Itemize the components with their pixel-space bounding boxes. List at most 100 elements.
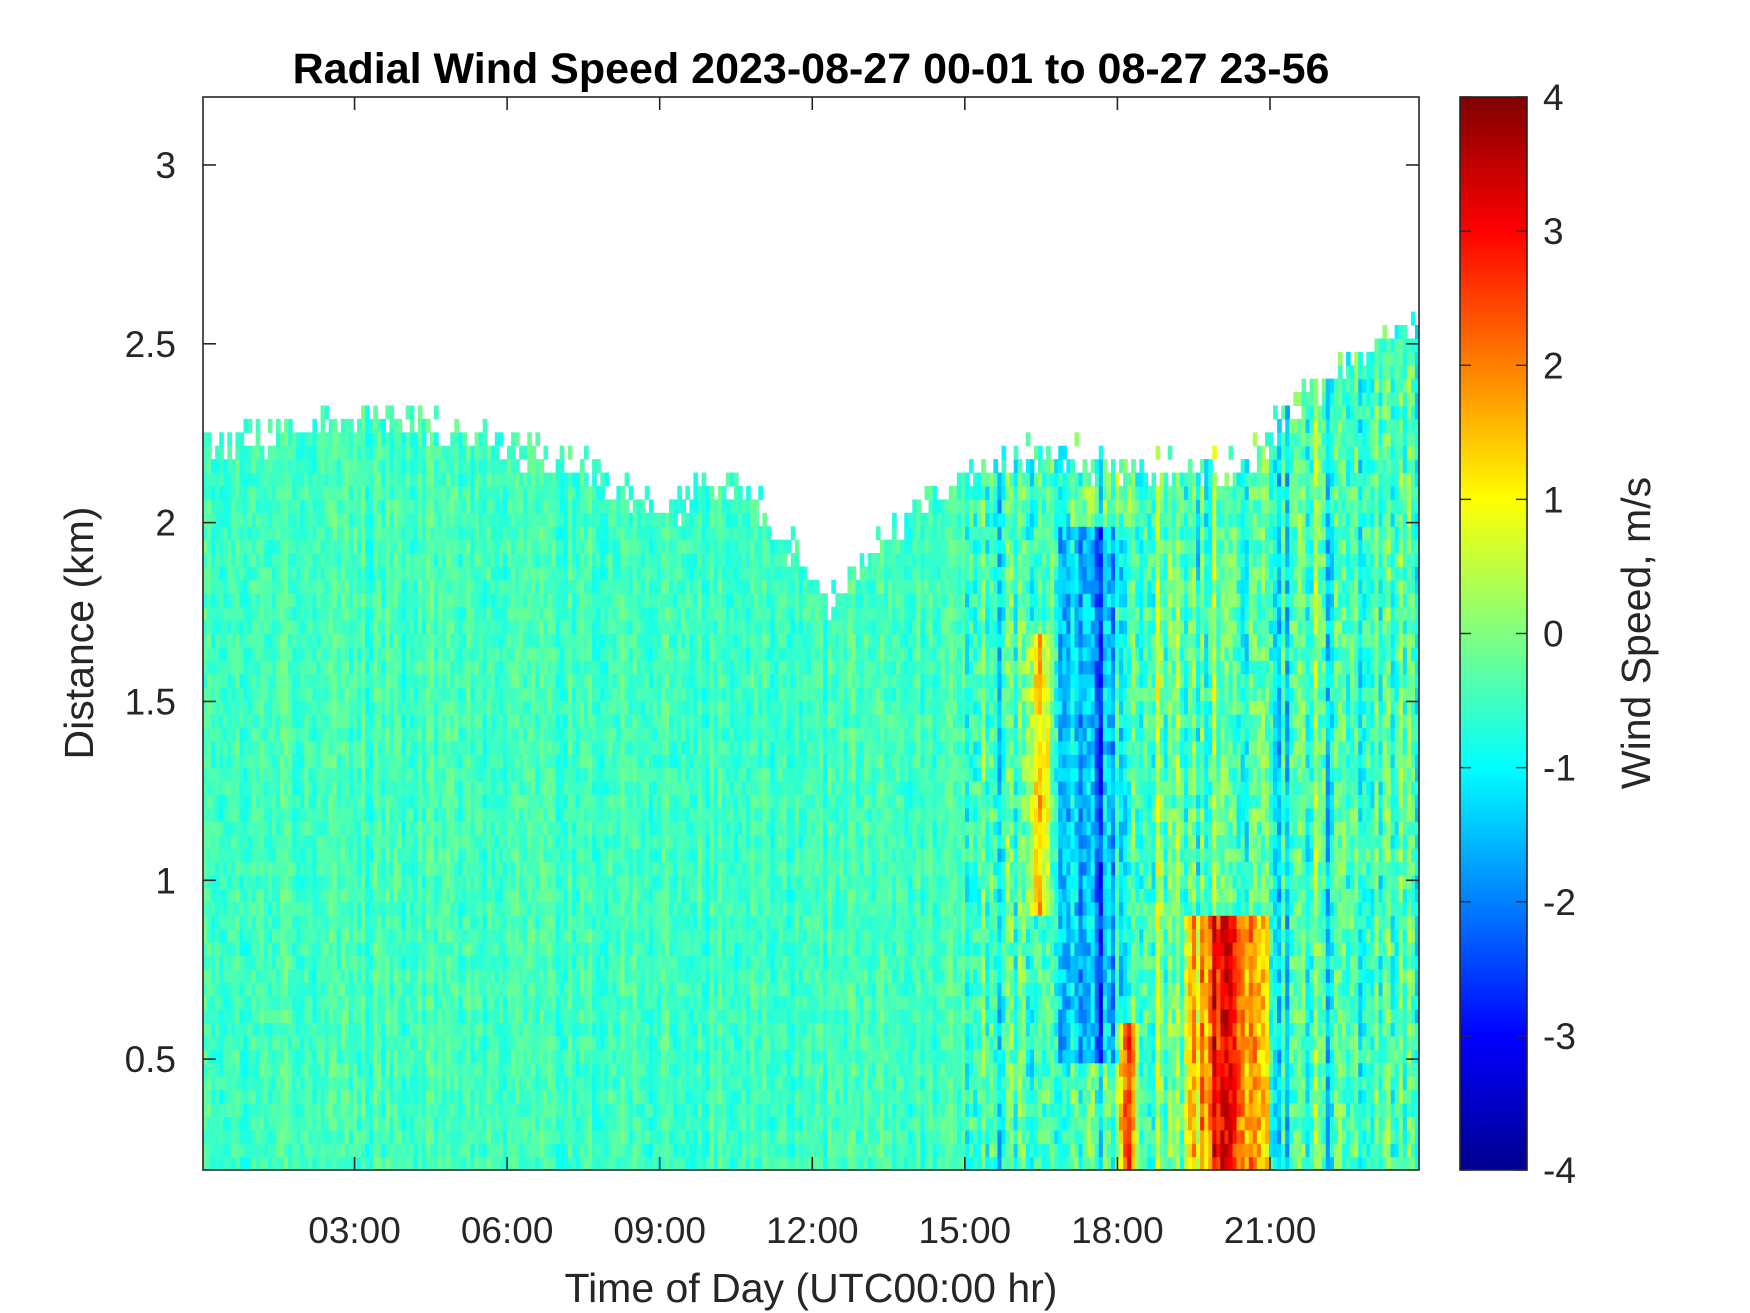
heatmap-cell [458,553,464,568]
heatmap-cell [324,539,330,554]
heatmap-cell [275,727,281,742]
heatmap-cell [425,579,431,594]
heatmap-cell [438,821,443,836]
heatmap-cell [340,539,346,554]
heatmap-cell [417,754,423,769]
heatmap-cell [543,673,549,688]
heatmap-cell [498,955,504,970]
heatmap-cell [563,1102,569,1117]
heatmap-cell [369,955,374,970]
heatmap-cell [450,499,455,514]
heatmap-cell [308,767,314,782]
heatmap-cell [498,807,504,822]
heatmap-cell [559,821,565,836]
heatmap-cell [511,633,516,648]
heatmap-cell [462,982,468,997]
heatmap-cell [316,941,322,956]
heatmap-cell [434,539,439,554]
heatmap-cell [519,1116,524,1131]
heatmap-cell [348,848,354,863]
heatmap-cell [417,955,423,970]
heatmap-cell [377,660,382,675]
heatmap-cell [239,781,245,796]
heatmap-cell [324,1116,330,1131]
heatmap-cell [474,781,480,796]
heatmap-cell [275,982,281,997]
heatmap-cell [389,646,395,661]
heatmap-cell [466,1022,472,1037]
heatmap-cell [239,526,245,541]
heatmap-cell [450,673,455,688]
heatmap-cell [539,941,545,956]
heatmap-cell [470,1009,476,1024]
heatmap-cell [271,807,277,822]
heatmap-cell [361,512,366,527]
heatmap-cell [567,673,573,688]
heatmap-cell [543,901,549,916]
heatmap-cell [434,593,439,608]
heatmap-cell [231,1116,237,1131]
heatmap-cell [267,874,273,889]
heatmap-cell [539,1089,545,1104]
heatmap-cell [498,579,504,594]
heatmap-cell [507,646,512,661]
heatmap-cell [567,1035,573,1050]
heatmap-cell [369,1156,374,1170]
heatmap-cell [523,794,528,809]
heatmap-cell [369,687,374,702]
heatmap-cell [332,848,338,863]
heatmap-cell [361,459,366,474]
heatmap-cell [324,1143,330,1158]
heatmap-cell [409,553,415,568]
heatmap-cell [324,606,330,621]
heatmap-cell [296,673,301,688]
heatmap-cell [409,821,415,836]
heatmap-cell [462,1102,468,1117]
heatmap-cell [348,1076,354,1091]
heatmap-cell [543,512,549,527]
heatmap-cell [502,673,508,688]
heatmap-cell [385,807,391,822]
heatmap-cell [543,700,549,715]
heatmap-cell [312,1089,318,1104]
heatmap-cell [466,553,472,568]
heatmap-cell [413,1102,419,1117]
heatmap-cell [243,553,249,568]
heatmap-cell [235,874,241,889]
heatmap-cell [478,1129,484,1144]
heatmap-cell [511,566,516,581]
heatmap-cell [450,915,455,930]
heatmap-cell [373,418,378,433]
heatmap-cell [320,1089,326,1104]
heatmap-cell [454,781,459,796]
heatmap-cell [211,995,216,1010]
heatmap-cell [401,794,407,809]
heatmap-cell [531,1156,536,1170]
heatmap-cell [377,861,382,876]
heatmap-cell [308,1022,314,1037]
heatmap-cell [470,713,476,728]
heatmap-cell [357,1102,362,1117]
heatmap-cell [381,874,386,889]
heatmap-cell [466,1009,472,1024]
heatmap-cell [405,955,411,970]
heatmap-cell [458,432,464,447]
heatmap-cell [381,472,386,487]
heatmap-cell [377,687,382,702]
heatmap-cell [450,646,455,661]
heatmap-cell [280,593,285,608]
heatmap-cell [284,888,289,903]
heatmap-cell [563,874,569,889]
heatmap-cell [563,1035,569,1050]
heatmap-cell [502,1049,508,1064]
heatmap-cell [405,1009,411,1024]
heatmap-cell [527,499,532,514]
heatmap-cell [539,566,545,581]
heatmap-cell [470,445,476,460]
heatmap-cell [271,861,277,876]
heatmap-cell [243,754,249,769]
heatmap-cell [239,432,245,447]
heatmap-cell [227,432,232,447]
heatmap-cell [474,713,480,728]
heatmap-cell [438,1049,443,1064]
